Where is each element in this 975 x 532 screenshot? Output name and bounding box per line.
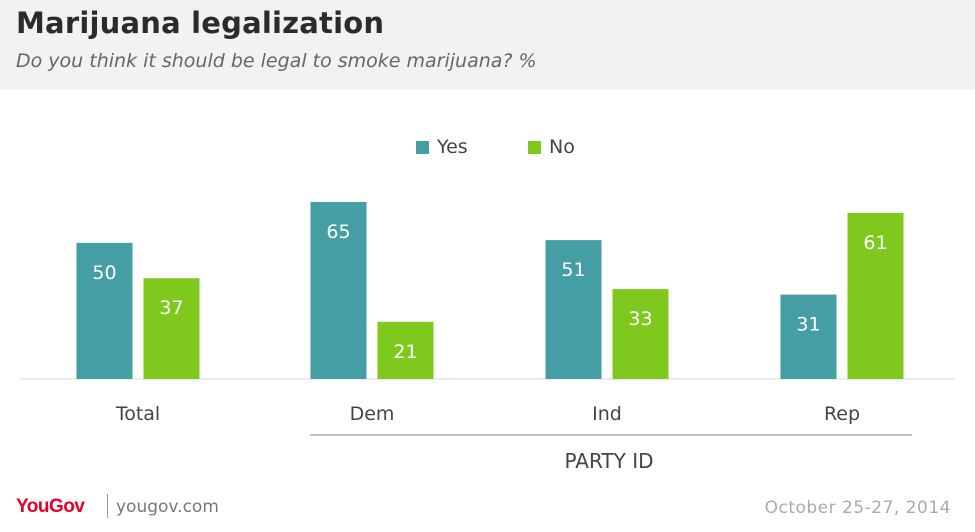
bar-value-no-rep: 61: [863, 232, 887, 254]
header-band: Marijuana legalization Do you think it s…: [0, 0, 975, 90]
legend-item-no: No: [528, 136, 575, 158]
category-label-rep: Rep: [824, 403, 860, 425]
legend-swatch-no: [528, 140, 541, 154]
bar-yes-dem: [310, 202, 367, 379]
chart-title: Marijuana legalization: [16, 6, 385, 40]
bar-value-yes-total: 50: [92, 262, 116, 284]
chart-subtitle: Do you think it should be legal to smoke…: [16, 50, 537, 72]
bar-yes-total: [76, 242, 133, 379]
bar-no-ind: [612, 289, 669, 379]
bar-no-dem: [377, 321, 434, 379]
bar-yes-ind: [545, 240, 602, 379]
bar-value-yes-ind: 51: [561, 259, 585, 281]
footer-site-link[interactable]: yougov.com: [116, 497, 219, 517]
bar-chart: 50 37 Total 65 21 Dem 51 33 Ind 31 61 Rep PARTY ID: [20, 202, 955, 473]
bar-value-no-ind: 33: [628, 308, 652, 330]
category-label-total: Total: [115, 403, 160, 425]
legend: Yes No: [0, 136, 975, 162]
party-id-label: PARTY ID: [565, 449, 654, 473]
legend-label-no: No: [549, 136, 575, 158]
bar-value-no-dem: 21: [393, 341, 417, 363]
bar-yes-rep: [780, 294, 837, 379]
category-label-dem: Dem: [350, 403, 395, 425]
footer-separator: [107, 494, 108, 518]
legend-label-yes: Yes: [437, 136, 468, 158]
survey-date: October 25-27, 2014: [764, 498, 951, 518]
category-label-ind: Ind: [592, 403, 622, 425]
bar-no-rep: [847, 212, 904, 379]
bar-value-yes-rep: 31: [796, 314, 820, 336]
bar-value-yes-dem: 65: [326, 221, 350, 243]
yougov-logo: YouGov: [16, 496, 85, 517]
bar-value-no-total: 37: [159, 297, 183, 319]
bar-no-total: [143, 278, 200, 379]
legend-item-yes: Yes: [416, 136, 468, 158]
legend-swatch-yes: [416, 140, 429, 154]
